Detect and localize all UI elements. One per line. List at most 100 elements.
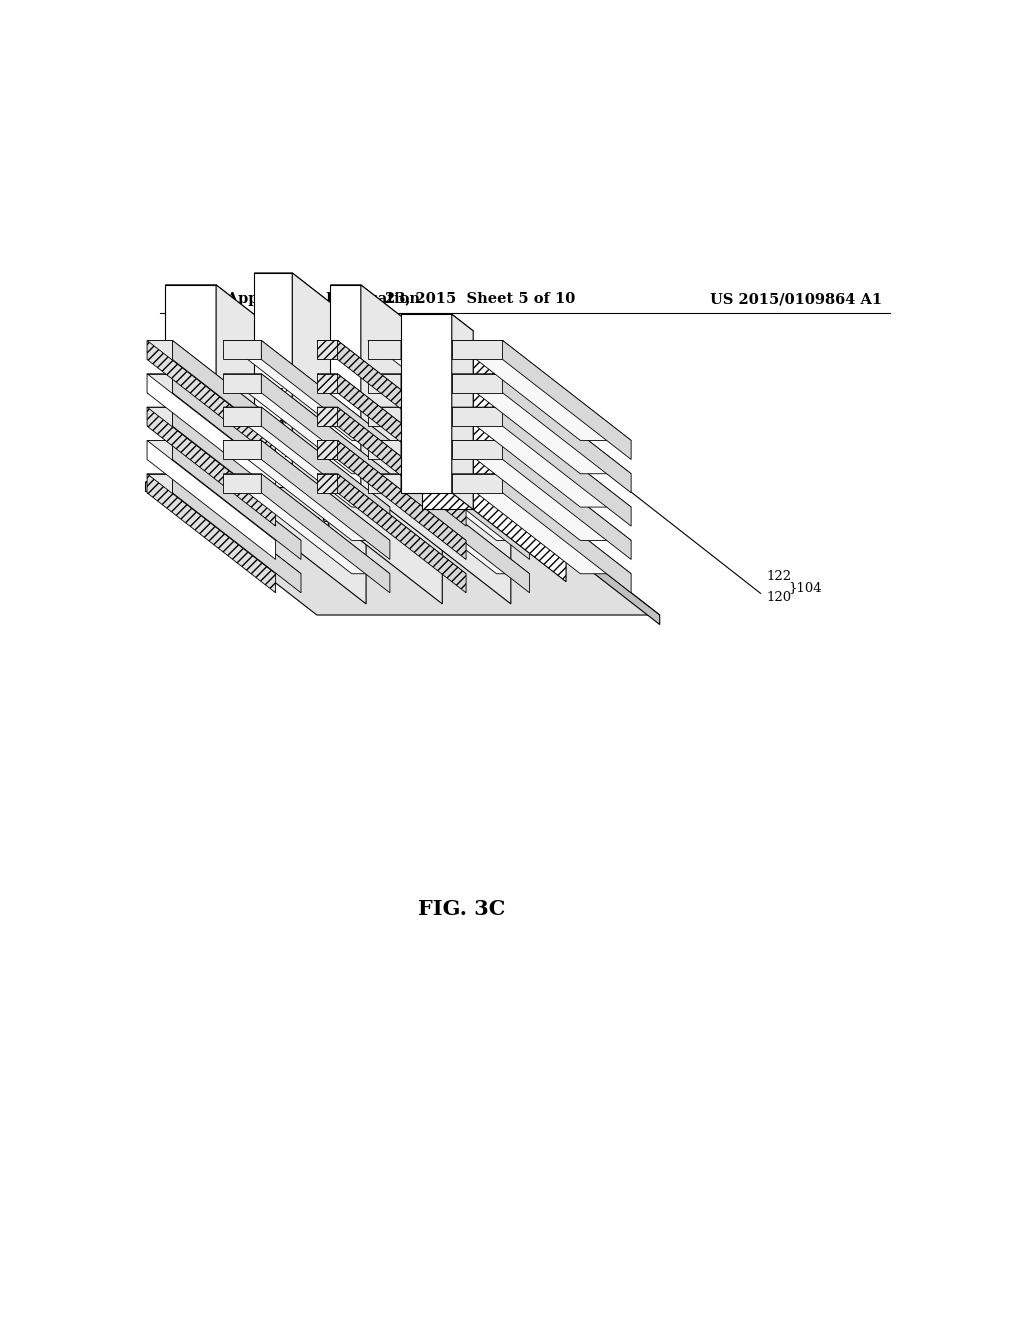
Polygon shape bbox=[452, 374, 631, 474]
Polygon shape bbox=[172, 474, 301, 593]
Polygon shape bbox=[147, 407, 172, 426]
Text: 128: 128 bbox=[304, 516, 331, 531]
Polygon shape bbox=[147, 374, 301, 474]
Polygon shape bbox=[147, 374, 172, 393]
Polygon shape bbox=[261, 441, 390, 560]
Polygon shape bbox=[503, 374, 631, 492]
Polygon shape bbox=[147, 341, 275, 459]
Polygon shape bbox=[423, 355, 566, 426]
Polygon shape bbox=[338, 341, 466, 459]
Polygon shape bbox=[452, 407, 503, 426]
Polygon shape bbox=[331, 285, 360, 487]
Polygon shape bbox=[147, 407, 275, 527]
Polygon shape bbox=[145, 482, 659, 615]
Polygon shape bbox=[261, 341, 390, 459]
Polygon shape bbox=[368, 441, 529, 540]
Polygon shape bbox=[401, 374, 529, 492]
Polygon shape bbox=[317, 474, 466, 574]
Text: }104: }104 bbox=[788, 581, 822, 594]
Polygon shape bbox=[338, 407, 466, 527]
Polygon shape bbox=[223, 374, 261, 393]
Polygon shape bbox=[317, 374, 338, 393]
Polygon shape bbox=[317, 407, 466, 507]
Polygon shape bbox=[317, 341, 466, 441]
Polygon shape bbox=[503, 341, 631, 459]
Polygon shape bbox=[401, 314, 473, 331]
Polygon shape bbox=[147, 441, 172, 459]
Polygon shape bbox=[172, 441, 301, 560]
Polygon shape bbox=[503, 407, 631, 527]
Polygon shape bbox=[223, 407, 390, 507]
Polygon shape bbox=[331, 285, 511, 401]
Polygon shape bbox=[147, 474, 275, 593]
Polygon shape bbox=[401, 407, 529, 527]
Polygon shape bbox=[368, 407, 401, 426]
Polygon shape bbox=[401, 314, 452, 492]
Text: US 2015/0109864 A1: US 2015/0109864 A1 bbox=[710, 292, 882, 306]
Polygon shape bbox=[368, 474, 529, 574]
Polygon shape bbox=[223, 341, 390, 441]
Text: FIG. 3C: FIG. 3C bbox=[418, 899, 505, 919]
Polygon shape bbox=[147, 407, 301, 507]
Polygon shape bbox=[338, 474, 466, 593]
Polygon shape bbox=[317, 407, 338, 426]
Polygon shape bbox=[147, 474, 172, 492]
Polygon shape bbox=[172, 374, 301, 492]
Text: 120: 120 bbox=[767, 591, 792, 605]
Polygon shape bbox=[368, 441, 401, 459]
Polygon shape bbox=[254, 273, 292, 487]
Polygon shape bbox=[317, 441, 338, 459]
Polygon shape bbox=[223, 474, 261, 492]
Polygon shape bbox=[452, 441, 503, 459]
Polygon shape bbox=[452, 341, 631, 441]
Polygon shape bbox=[423, 355, 473, 510]
Polygon shape bbox=[172, 341, 301, 459]
Polygon shape bbox=[452, 474, 503, 492]
Polygon shape bbox=[147, 374, 275, 492]
Polygon shape bbox=[503, 474, 631, 593]
Polygon shape bbox=[452, 441, 631, 540]
Polygon shape bbox=[317, 374, 466, 474]
Polygon shape bbox=[223, 441, 261, 459]
Polygon shape bbox=[368, 341, 401, 359]
Text: X: X bbox=[243, 491, 255, 504]
Polygon shape bbox=[317, 474, 338, 492]
Polygon shape bbox=[488, 482, 659, 624]
Polygon shape bbox=[338, 441, 466, 560]
Polygon shape bbox=[147, 441, 301, 540]
Polygon shape bbox=[147, 441, 275, 560]
Polygon shape bbox=[317, 341, 338, 359]
Text: 122: 122 bbox=[767, 570, 792, 583]
Polygon shape bbox=[368, 474, 401, 492]
Polygon shape bbox=[317, 441, 466, 540]
Polygon shape bbox=[503, 441, 631, 560]
Polygon shape bbox=[452, 374, 503, 393]
Polygon shape bbox=[223, 441, 390, 540]
Polygon shape bbox=[338, 374, 466, 492]
Polygon shape bbox=[452, 407, 631, 507]
Text: Apr. 23, 2015  Sheet 5 of 10: Apr. 23, 2015 Sheet 5 of 10 bbox=[347, 292, 575, 306]
Polygon shape bbox=[165, 285, 216, 487]
Text: Y: Y bbox=[278, 388, 288, 403]
Polygon shape bbox=[452, 341, 503, 359]
Polygon shape bbox=[223, 374, 390, 474]
Polygon shape bbox=[368, 341, 529, 441]
Polygon shape bbox=[360, 285, 511, 605]
Polygon shape bbox=[223, 474, 390, 574]
Polygon shape bbox=[216, 285, 367, 605]
Polygon shape bbox=[223, 407, 261, 426]
Polygon shape bbox=[147, 474, 301, 574]
Polygon shape bbox=[452, 314, 473, 510]
Polygon shape bbox=[368, 374, 529, 474]
Polygon shape bbox=[261, 374, 390, 492]
Polygon shape bbox=[452, 474, 631, 574]
Polygon shape bbox=[172, 407, 301, 527]
Polygon shape bbox=[147, 341, 301, 441]
Polygon shape bbox=[261, 407, 390, 527]
Polygon shape bbox=[165, 285, 367, 401]
Polygon shape bbox=[147, 341, 172, 359]
Polygon shape bbox=[368, 374, 401, 393]
Polygon shape bbox=[401, 474, 529, 593]
Polygon shape bbox=[292, 273, 442, 605]
Polygon shape bbox=[473, 355, 566, 582]
